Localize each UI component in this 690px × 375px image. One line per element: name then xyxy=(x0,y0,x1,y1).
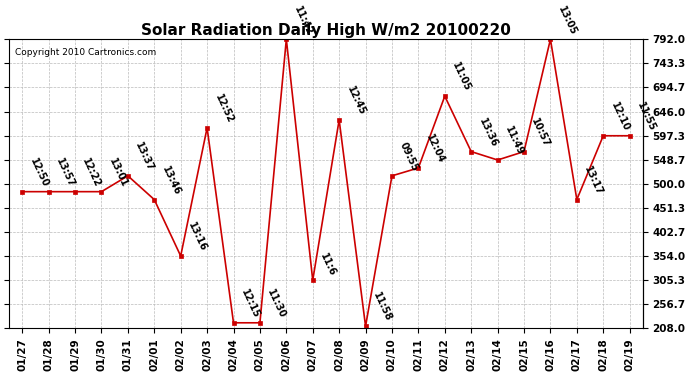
Text: 09:55: 09:55 xyxy=(397,141,420,173)
Text: 12:45: 12:45 xyxy=(345,85,367,117)
Text: 13:17: 13:17 xyxy=(582,165,604,197)
Text: 11:58: 11:58 xyxy=(371,291,393,324)
Text: 10:57: 10:57 xyxy=(529,117,552,149)
Text: 13:16: 13:16 xyxy=(186,221,208,253)
Text: 13:01: 13:01 xyxy=(107,157,129,189)
Text: 11:49: 11:49 xyxy=(503,125,525,157)
Text: 11:55: 11:55 xyxy=(635,100,658,133)
Text: 11:6: 11:6 xyxy=(318,251,337,278)
Text: 11:05: 11:05 xyxy=(451,61,473,93)
Text: 13:57: 13:57 xyxy=(55,157,77,189)
Text: 13:05: 13:05 xyxy=(556,4,578,36)
Text: 11:30: 11:30 xyxy=(266,288,288,320)
Text: 11:42: 11:42 xyxy=(292,4,314,36)
Text: 13:37: 13:37 xyxy=(133,141,155,173)
Text: 13:36: 13:36 xyxy=(477,117,499,149)
Text: 12:52: 12:52 xyxy=(213,93,235,125)
Text: Copyright 2010 Cartronics.com: Copyright 2010 Cartronics.com xyxy=(15,48,157,57)
Text: 12:22: 12:22 xyxy=(81,157,103,189)
Title: Solar Radiation Daily High W/m2 20100220: Solar Radiation Daily High W/m2 20100220 xyxy=(141,23,511,38)
Text: 12:50: 12:50 xyxy=(28,157,50,189)
Text: 12:15: 12:15 xyxy=(239,288,262,320)
Text: 13:46: 13:46 xyxy=(160,165,182,197)
Text: 12:10: 12:10 xyxy=(609,100,631,133)
Text: 12:04: 12:04 xyxy=(424,133,446,165)
